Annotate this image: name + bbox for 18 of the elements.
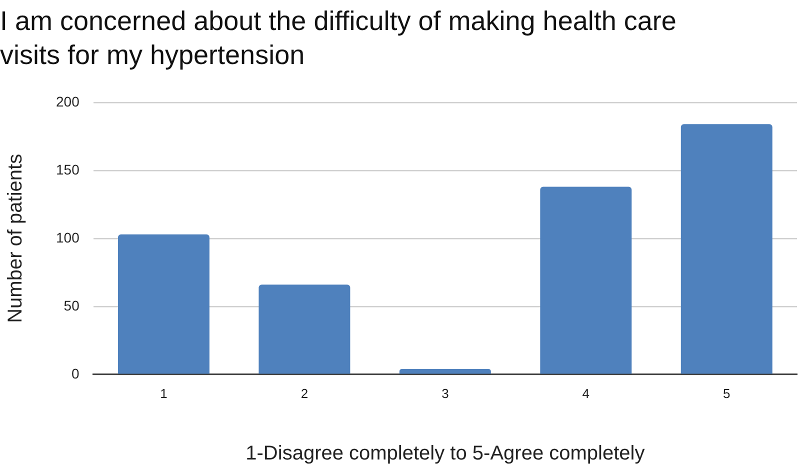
bar <box>399 368 491 374</box>
x-tick-label: 3 <box>442 386 449 401</box>
bar <box>258 284 350 374</box>
x-tick-label: 2 <box>300 386 308 401</box>
bar <box>680 124 772 374</box>
chart-title: I am concerned about the difficulty of making health care visits for my hypertension <box>0 5 678 72</box>
x-tick-label: 1 <box>160 386 168 401</box>
bar <box>118 234 210 374</box>
x-tick-label: 5 <box>723 386 730 401</box>
y-tick-label: 50 <box>64 297 80 314</box>
y-tick-label: 0 <box>72 365 80 382</box>
y-tick-label: 100 <box>56 229 80 246</box>
y-tick-label: 200 <box>56 93 80 110</box>
y-tick-label: 150 <box>56 161 80 178</box>
x-axis-title: 1-Disagree completely to 5-Agree completely <box>246 442 645 465</box>
x-tick-label: 4 <box>582 386 590 401</box>
y-axis-title: Number of patients <box>4 154 27 323</box>
bar <box>540 186 632 374</box>
